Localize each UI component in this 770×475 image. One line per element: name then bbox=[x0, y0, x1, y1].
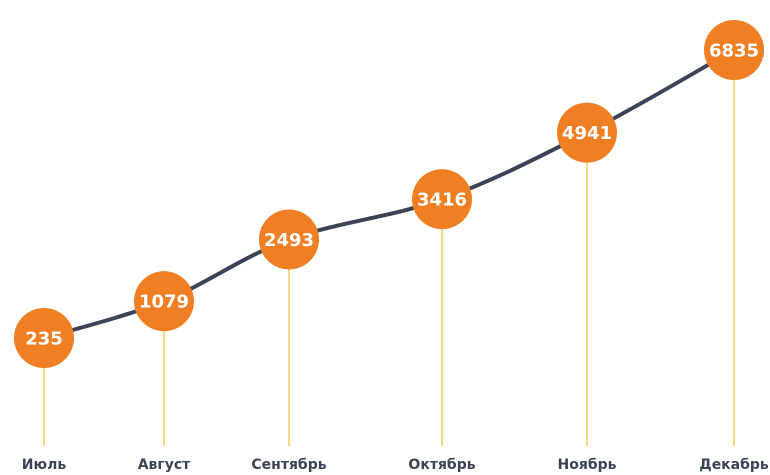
marker bbox=[14, 308, 74, 368]
value-label: 2493 bbox=[264, 230, 314, 251]
marker bbox=[259, 209, 319, 270]
value-label: 4941 bbox=[562, 123, 612, 144]
x-tick-label: Август bbox=[138, 457, 191, 473]
value-label: 3416 bbox=[417, 190, 467, 211]
value-label: 6835 bbox=[709, 41, 759, 62]
marker bbox=[134, 271, 194, 332]
x-tick-label: Сентябрь bbox=[251, 457, 326, 473]
x-tick-label: Июль bbox=[22, 457, 67, 473]
x-tick-label: Ноябрь bbox=[558, 457, 617, 473]
value-label: 235 bbox=[25, 329, 63, 350]
marker bbox=[704, 20, 764, 80]
marker bbox=[412, 169, 472, 230]
x-tick-label: Декабрь bbox=[699, 457, 769, 473]
marker bbox=[557, 102, 617, 163]
x-tick-label: Октябрь bbox=[408, 457, 475, 473]
value-label: 1079 bbox=[139, 292, 189, 313]
